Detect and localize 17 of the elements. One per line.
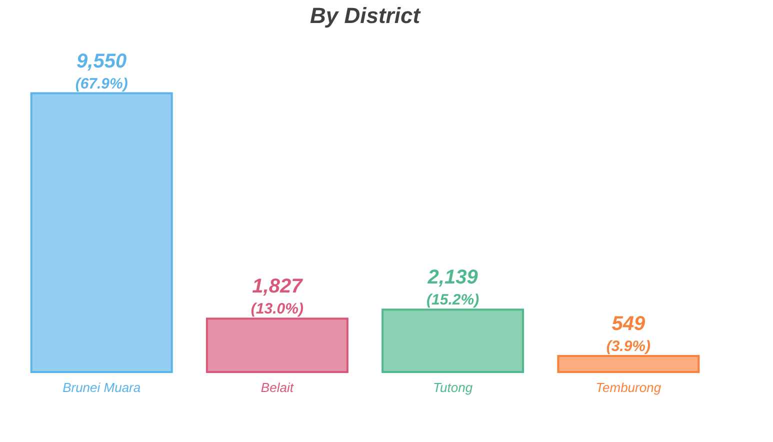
annotation: (3.9%) bbox=[606, 338, 651, 355]
bar bbox=[557, 354, 700, 373]
annotation: (15.2%) bbox=[426, 292, 480, 309]
data-label: 1,827 bbox=[252, 276, 304, 298]
data-label: 2,139 bbox=[426, 266, 479, 289]
bar bbox=[382, 308, 524, 373]
x-tick-label: Temburong bbox=[596, 380, 662, 395]
x-tick-label: Brunei Muara bbox=[62, 380, 141, 395]
annotation: (67.9%) bbox=[75, 75, 128, 92]
bar bbox=[30, 92, 173, 373]
annotation: (13.0%) bbox=[250, 300, 304, 318]
bar bbox=[206, 318, 348, 373]
data-label: 9,550 bbox=[76, 50, 127, 72]
chart-title: By District bbox=[310, 3, 422, 28]
x-tick-label: Belait bbox=[260, 380, 295, 395]
x-tick-label: Tutong bbox=[433, 380, 474, 395]
data-label: 549 bbox=[612, 312, 646, 335]
